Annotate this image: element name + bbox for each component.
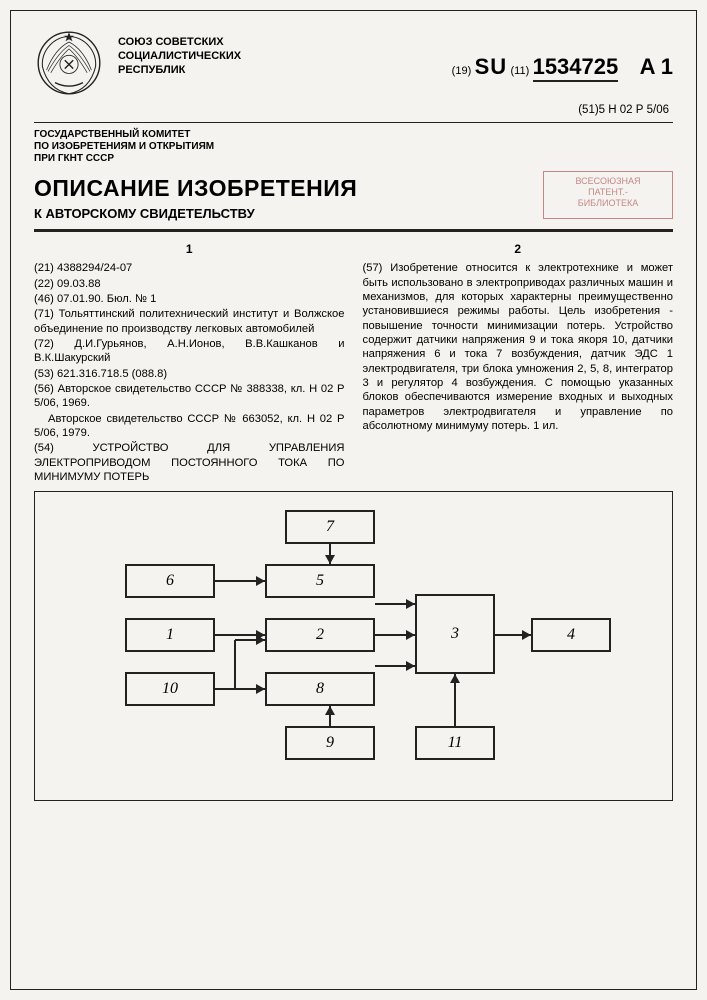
col1-l1: (22) 09.03.88 xyxy=(34,277,345,291)
doc-number: 1534725 xyxy=(533,54,619,82)
connector-line xyxy=(234,640,236,689)
block-10: 10 xyxy=(125,672,215,706)
block-7: 7 xyxy=(285,510,375,544)
committee-line-3: ПРИ ГКНТ СССР xyxy=(34,153,294,165)
title-block: ОПИСАНИЕ ИЗОБРЕТЕНИЯ К АВТОРСКОМУ СВИДЕТ… xyxy=(34,175,531,221)
column-2: 2 (57) Изобретение относится к электроте… xyxy=(363,242,674,485)
stamp-line-3: БИБЛИОТЕКА xyxy=(546,198,670,209)
code-19: (19) xyxy=(452,65,472,77)
col1-l2: (46) 07.01.90. Бюл. № 1 xyxy=(34,292,345,306)
col1-l8: (54) УСТРОЙСТВО ДЛЯ УПРАВЛЕНИЯ ЭЛЕКТРОПР… xyxy=(34,441,345,484)
union-line-2: СОЦИАЛИСТИЧЕСКИХ xyxy=(118,50,452,64)
stamp-line-1: ВСЕСОЮЗНАЯ xyxy=(546,176,670,187)
code-11: (11) xyxy=(510,65,529,77)
ipc-classification: (51)5 Н 02 Р 5/06 xyxy=(34,104,673,116)
code-su: SU xyxy=(475,54,508,79)
block-6: 6 xyxy=(125,564,215,598)
title-main: ОПИСАНИЕ ИЗОБРЕТЕНИЯ xyxy=(34,175,531,202)
title-sub: К АВТОРСКОМУ СВИДЕТЕЛЬСТВУ xyxy=(34,206,531,221)
arrowhead-icon xyxy=(325,555,335,564)
col1-l3: (71) Тольяттинский политехнический инсти… xyxy=(34,307,345,336)
arrowhead-icon xyxy=(522,630,531,640)
col2-text: (57) Изобретение относится к электротехн… xyxy=(363,261,674,433)
committee-line-1: ГОСУДАРСТВЕННЫЙ КОМИТЕТ xyxy=(34,129,294,141)
arrowhead-icon xyxy=(406,630,415,640)
col1-l0: (21) 4388294/24-07 xyxy=(34,261,345,275)
diagram-canvas: 7651234108911 xyxy=(75,510,572,782)
separator-2 xyxy=(34,229,673,232)
block-5: 5 xyxy=(265,564,375,598)
block-8: 8 xyxy=(265,672,375,706)
arrowhead-icon xyxy=(406,661,415,671)
block-9: 9 xyxy=(285,726,375,760)
block-11: 11 xyxy=(415,726,495,760)
arrowhead-icon xyxy=(256,635,265,645)
union-text: СОЮЗ СОВЕТСКИХ СОЦИАЛИСТИЧЕСКИХ РЕСПУБЛИ… xyxy=(118,36,452,77)
title-row: ОПИСАНИЕ ИЗОБРЕТЕНИЯ К АВТОРСКОМУ СВИДЕТ… xyxy=(34,175,673,221)
text-columns: 1 (21) 4388294/24-07 (22) 09.03.88 (46) … xyxy=(34,242,673,485)
block-3: 3 xyxy=(415,594,495,674)
union-line-3: РЕСПУБЛИК xyxy=(118,64,452,78)
union-line-1: СОЮЗ СОВЕТСКИХ xyxy=(118,36,452,50)
block-2: 2 xyxy=(265,618,375,652)
arrowhead-icon xyxy=(256,576,265,586)
col1-l7: Авторское свидетельство СССР № 663052, к… xyxy=(34,412,345,441)
stamp-line-2: ПАТЕНТ.- xyxy=(546,187,670,198)
connector-line xyxy=(215,688,235,690)
col1-l5: (53) 621.316.718.5 (088.8) xyxy=(34,367,345,381)
separator-1 xyxy=(34,122,673,123)
header-row: СОЮЗ СОВЕТСКИХ СОЦИАЛИСТИЧЕСКИХ РЕСПУБЛИ… xyxy=(34,28,673,98)
committee-text: ГОСУДАРСТВЕННЫЙ КОМИТЕТ ПО ИЗОБРЕТЕНИЯМ … xyxy=(34,129,294,165)
col1-l4: (72) Д.И.Гурьянов, А.Н.Ионов, В.В.Кашкан… xyxy=(34,337,345,366)
library-stamp: ВСЕСОЮЗНАЯ ПАТЕНТ.- БИБЛИОТЕКА xyxy=(543,171,673,219)
col2-num: 2 xyxy=(363,242,674,257)
block-4: 4 xyxy=(531,618,611,652)
arrowhead-icon xyxy=(450,674,460,683)
ussr-emblem-icon xyxy=(34,28,104,98)
column-1: 1 (21) 4388294/24-07 (22) 09.03.88 (46) … xyxy=(34,242,345,485)
page-content: СОЮЗ СОВЕТСКИХ СОЦИАЛИСТИЧЕСКИХ РЕСПУБЛИ… xyxy=(10,10,697,990)
committee-line-2: ПО ИЗОБРЕТЕНИЯМ И ОТКРЫТИЯМ xyxy=(34,141,294,153)
kind-code: A 1 xyxy=(640,54,673,79)
arrowhead-icon xyxy=(256,684,265,694)
patent-number: (19) SU (11) 1534725 A 1 xyxy=(452,54,673,80)
col1-num: 1 xyxy=(34,242,345,257)
arrowhead-icon xyxy=(406,599,415,609)
col1-l6: (56) Авторское свидетельство СССР № 3883… xyxy=(34,382,345,411)
block-1: 1 xyxy=(125,618,215,652)
arrowhead-icon xyxy=(325,706,335,715)
block-diagram: 7 6 5 1 2 3 4 10 8 9 11 xyxy=(34,491,673,801)
